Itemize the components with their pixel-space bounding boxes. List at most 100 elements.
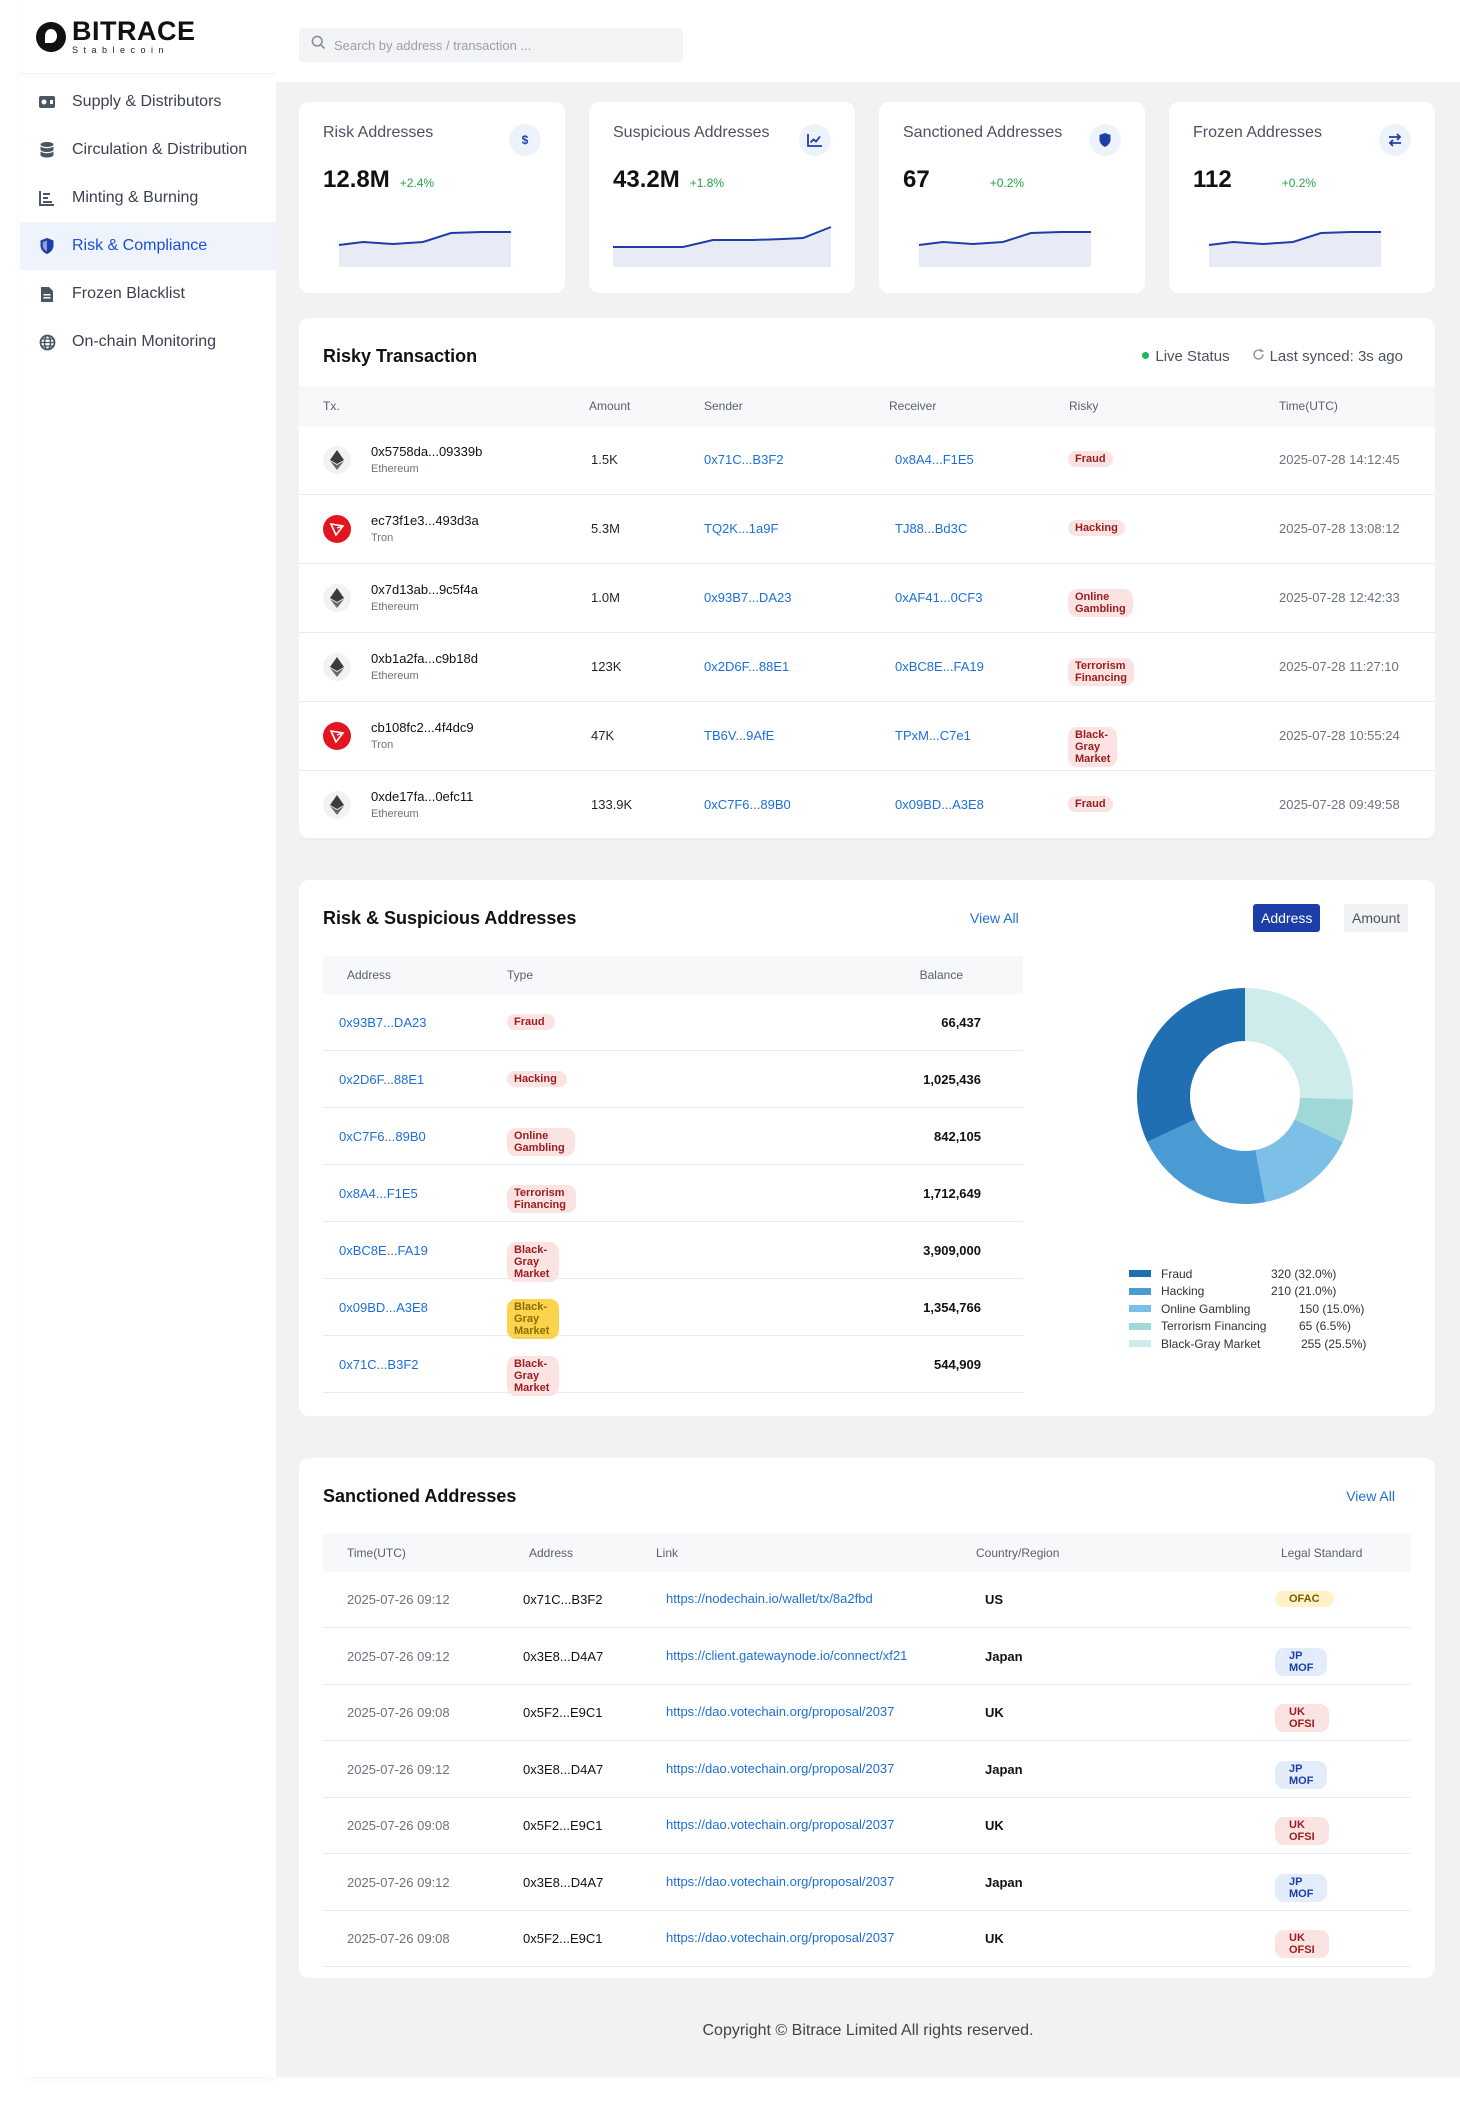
table-row[interactable]: 0xC7F6...89B0 Online Gambling 842,105 [323,1108,1023,1165]
table-row[interactable]: 2025-07-26 09:12 0x3E8...D4A7 https://dao.… [323,1855,1411,1911]
legend-item[interactable]: Terrorism Financing 65 (6.5%) [1129,1318,1389,1336]
tx-hash[interactable]: ec73f1e3...493d3a [371,513,479,528]
col-time: Time(UTC) [1279,399,1338,413]
sanction-address[interactable]: 0x5F2...E9C1 [523,1818,603,1833]
address-link[interactable]: 0xC7F6...89B0 [339,1129,426,1144]
stat-card-risk-addresses[interactable]: Risk Addresses $ 12.8M +2.4% [299,102,565,293]
sanction-address[interactable]: 0x3E8...D4A7 [523,1874,604,1890]
receiver-link[interactable]: 0xBC8E...FA19 [895,659,984,674]
stat-change: +0.2% [989,176,1025,190]
sidebar-item-supply[interactable]: Supply & Distributors [20,78,276,126]
sender-link[interactable]: TQ2K...1a9F [704,521,779,536]
table-row[interactable]: 2025-07-26 09:12 0x3E8...D4A7 https://clie… [323,1629,1411,1685]
table-row[interactable]: 0xde17fa...0efc11 Ethereum 133.9K 0xC7F6...… [299,771,1435,840]
receiver-link[interactable]: 0xAF41...0CF3 [895,590,983,605]
sidebar-item-risk-compliance[interactable]: Risk & Compliance [20,222,276,270]
tx-amount: 123K [591,659,622,674]
receiver-link[interactable]: TJ88...Bd3C [895,521,968,536]
table-row[interactable]: 0x2D6F...88E1 Hacking 1,025,436 [323,1051,1023,1108]
address-link[interactable]: 0x93B7...DA23 [339,1015,427,1030]
tx-amount: 47K [591,728,615,743]
donut-slice-hacking[interactable] [1147,1119,1266,1204]
table-row[interactable]: 0xb1a2fa...c9b18d Ethereum 123K 0x2D6F...88… [299,633,1435,702]
donut-slice-fraud[interactable] [1137,988,1245,1142]
tx-hash[interactable]: cb108fc2...4f4dc9 [371,720,474,735]
donut-slice-online-gambling[interactable] [1255,1119,1343,1203]
sanction-address[interactable]: 0x3E8...D4A7 [523,1648,604,1664]
sanction-link[interactable]: https://dao.votechain.org/proposal/2037 [666,1817,895,1832]
legend-item[interactable]: Online Gambling 150 (15.0%) [1129,1300,1389,1318]
sidebar-item-circulation[interactable]: Circulation & Distribution [20,126,276,174]
table-row[interactable]: 0xBC8E...FA19 Black-Gray Market 3,909,000 [323,1222,1023,1282]
sidebar-item-onchain-monitoring[interactable]: On-chain Monitoring [20,318,276,366]
tx-hash[interactable]: 0xde17fa...0efc11 [371,789,474,804]
last-synced[interactable]: Last synced: 3s ago [1252,348,1403,365]
table-row[interactable]: ec73f1e3...493d3a Tron 5.3M TQ2K...1a9F TJ88… [299,495,1435,564]
sanction-link[interactable]: https://dao.votechain.org/proposal/2037 [666,1930,895,1945]
type-tag: Fraud [507,1014,555,1030]
brand-logo[interactable]: BITRACE Stablecoin [20,0,276,74]
legend-item[interactable]: Fraud 320 (32.0%) [1129,1265,1389,1283]
sanction-address[interactable]: 0x5F2...E9C1 [523,1705,603,1720]
table-row[interactable]: 0x71C...B3F2 Black-Gray Market 544,909 [323,1336,1023,1396]
sanction-link[interactable]: https://dao.votechain.org/proposal/2037 [666,1704,895,1719]
col-link: Link [656,1546,679,1560]
address-link[interactable]: 0x2D6F...88E1 [339,1072,425,1087]
receiver-link[interactable]: 0x8A4...F1E5 [895,452,974,467]
address-link[interactable]: 0xBC8E...FA19 [339,1243,428,1258]
sanction-country: Japan [985,1761,1023,1777]
sanction-address[interactable]: 0x5F2...E9C1 [523,1931,603,1946]
stat-card-frozen-addresses[interactable]: Frozen Addresses 112 +0.2% [1169,102,1435,293]
search-input[interactable] [334,37,674,53]
sanction-address[interactable]: 0x71C...B3F2 [523,1592,603,1607]
table-row[interactable]: 2025-07-26 09:12 0x71C...B3F2 https://node… [323,1572,1411,1628]
address-link[interactable]: 0x71C...B3F2 [339,1357,419,1372]
address-link[interactable]: 0x09BD...A3E8 [339,1300,428,1315]
search-box[interactable] [299,28,683,62]
table-row[interactable]: cb108fc2...4f4dc9 Tron 47K TB6V...9AfE TPxM.… [299,702,1435,771]
sidebar-item-frozen-blacklist[interactable]: Frozen Blacklist [20,270,276,318]
sanction-link[interactable]: https://nodechain.io/wallet/tx/8a2fbd [666,1591,873,1606]
receiver-link[interactable]: TPxM...C7e1 [895,728,971,743]
sanction-address[interactable]: 0x3E8...D4A7 [523,1761,604,1777]
sender-link[interactable]: 0xC7F6...89B0 [704,797,791,812]
sanction-link[interactable]: https://dao.votechain.org/proposal/2037 [666,1873,895,1889]
sidebar-item-minting[interactable]: Minting & Burning [20,174,276,222]
sender-link[interactable]: TB6V...9AfE [704,728,775,743]
legend-item[interactable]: Black-Gray Market 255 (25.5%) [1129,1335,1389,1353]
legend-item[interactable]: Hacking 210 (21.0%) [1129,1283,1389,1301]
receiver-link[interactable]: 0x09BD...A3E8 [895,797,984,812]
risk-type-donut-chart[interactable] [1125,976,1365,1216]
table-row[interactable]: 0x8A4...F1E5 Terrorism Financing 1,712,649 [323,1165,1023,1222]
tx-chain: Ethereum [371,463,419,475]
table-row[interactable]: 0x5758da...09339b Ethereum 1.5K 0x71C...B3F… [299,426,1435,495]
sender-link[interactable]: 0x71C...B3F2 [704,452,784,467]
sender-link[interactable]: 0x93B7...DA23 [704,590,792,605]
table-row[interactable]: 2025-07-26 09:12 0x3E8...D4A7 https://dao.… [323,1742,1411,1798]
tx-hash[interactable]: 0x5758da...09339b [371,444,483,459]
table-row[interactable]: 2025-07-26 09:08 0x5F2...E9C1 https://dao.… [323,1911,1411,1967]
toggle-amount-button[interactable]: Amount [1344,904,1409,932]
table-row[interactable]: 2025-07-26 09:08 0x5F2...E9C1 https://dao.… [323,1798,1411,1854]
address-link[interactable]: 0x8A4...F1E5 [339,1186,418,1201]
col-time: Time(UTC) [347,1546,406,1560]
tx-hash[interactable]: 0xb1a2fa...c9b18d [371,651,478,666]
sender-link[interactable]: 0x2D6F...88E1 [704,659,790,674]
type-tag: Black-Gray Market [507,1299,560,1339]
table-row[interactable]: 2025-07-26 09:08 0x5F2...E9C1 https://dao.… [323,1685,1411,1741]
stat-card-sanctioned-addresses[interactable]: Sanctioned Addresses 67 +0.2% [879,102,1145,293]
toggle-address-button[interactable]: Address [1253,904,1321,932]
view-all-link[interactable]: View All [970,910,1019,926]
table-row[interactable]: 0x93B7...DA23 Fraud 66,437 [323,994,1023,1051]
view-all-link[interactable]: View All [1346,1488,1395,1504]
table-row[interactable]: 0x09BD...A3E8 Black-Gray Market 1,354,766 [323,1279,1023,1339]
donut-slice-terrorism-financing[interactable] [1294,1097,1353,1142]
donut-slice-black-gray-market[interactable] [1245,988,1353,1100]
tx-hash[interactable]: 0x7d13ab...9c5f4a [371,582,478,597]
sanction-link[interactable]: https://client.gatewaynode.io/connect/xf… [666,1647,908,1663]
table-row[interactable]: 0x7d13ab...9c5f4a Ethereum 1.0M 0x93B7...DA… [299,564,1435,633]
sanction-link[interactable]: https://dao.votechain.org/proposal/2037 [666,1760,895,1776]
ethereum-icon [323,653,351,681]
stat-card-suspicious-addresses[interactable]: Suspicious Addresses 43.2M +1.8% [589,102,855,293]
risk-tag: Terrorism Financing [1068,658,1134,686]
